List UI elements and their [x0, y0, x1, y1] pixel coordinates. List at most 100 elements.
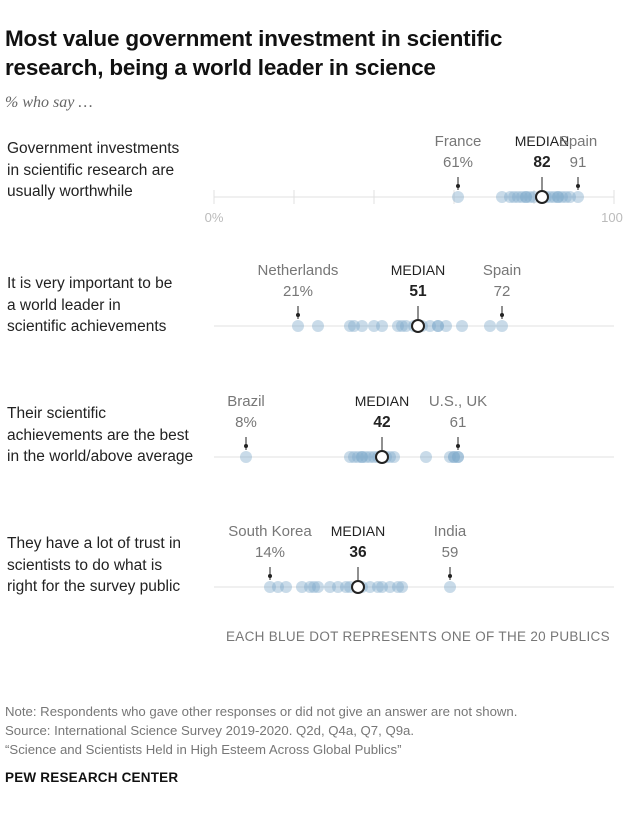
row-label-line: They have a lot of trust in: [7, 535, 182, 552]
series-row-3: [214, 451, 614, 463]
row-label-line: scientific achievements: [7, 318, 167, 335]
country-dot: [312, 581, 324, 593]
country-dot: [504, 191, 516, 203]
median-dot: [535, 190, 549, 204]
country-dot: [356, 451, 368, 463]
callout-name-label: U.S., UK: [429, 393, 487, 410]
country-dot: [452, 451, 464, 463]
callout-marker: [500, 313, 504, 317]
country-dot: [280, 581, 292, 593]
country-dot: [552, 191, 564, 203]
footnote: Note: Respondents who gave other respons…: [5, 702, 517, 759]
row-label-2: It is very important to be a world leade…: [7, 273, 222, 338]
median-dot: [375, 450, 389, 464]
median-dot: [411, 319, 425, 333]
callout-marker: [456, 184, 460, 188]
country-dot: [376, 320, 388, 332]
country-dot: [340, 581, 352, 593]
country-dot: [240, 451, 252, 463]
row-label-line: a world leader in: [7, 296, 121, 314]
country-dot: [360, 451, 372, 463]
callout-value-label: 72: [494, 283, 511, 300]
country-dot: [296, 581, 308, 593]
country-dot: [552, 191, 564, 203]
country-dot: [508, 191, 520, 203]
callout-name-label: India: [434, 523, 467, 540]
median-value-label: 82: [533, 154, 550, 171]
country-dot: [344, 451, 356, 463]
country-dot: [364, 581, 376, 593]
chart-title-line-1: Most value government investment in scie…: [5, 26, 503, 51]
country-dot: [512, 191, 524, 203]
row-label-line: achievements are the best: [7, 426, 189, 444]
row-label-4: They have a lot of trust in scientists t…: [7, 533, 222, 598]
country-dot: [388, 451, 400, 463]
row-label-line: usually worthwhile: [7, 183, 133, 200]
row-label-line: right for the survey public: [7, 578, 181, 595]
callout-value-label: 59: [442, 544, 459, 561]
median-dot: [351, 580, 365, 594]
country-dot: [432, 320, 444, 332]
country-dot: [324, 581, 336, 593]
callout-name-label: France: [435, 133, 482, 150]
source-line: Source: International Science Survey 201…: [5, 723, 415, 738]
row-label-line: Government investments: [7, 140, 180, 157]
country-dot: [392, 320, 404, 332]
country-dot: [520, 191, 532, 203]
country-dot: [452, 451, 464, 463]
row-label-1: Government investments in scientific res…: [7, 138, 222, 203]
callout-value-label: 61%: [443, 154, 473, 171]
chart-title-line-2: research, being a world leader in scienc…: [5, 55, 436, 80]
pew-research-center-logo: PEW RESEARCH CENTER: [5, 770, 179, 785]
callout-value-label: 61: [450, 414, 467, 431]
country-dot: [272, 581, 284, 593]
note-line: Note: Respondents who gave other respons…: [5, 704, 518, 719]
median-label: MEDIAN: [391, 262, 445, 278]
callout-name-label: Spain: [559, 133, 597, 150]
callout-marker: [576, 184, 580, 188]
series-row-4: [214, 581, 614, 593]
country-dot: [448, 451, 460, 463]
median-label: MEDIAN: [355, 393, 409, 409]
country-dot: [484, 320, 496, 332]
country-dot: [496, 320, 508, 332]
callout-marker: [296, 313, 300, 317]
country-dot: [304, 581, 316, 593]
country-dot: [424, 320, 436, 332]
axis-max-label: 100: [601, 210, 623, 225]
callout-value-label: 21%: [283, 283, 313, 300]
country-dot: [348, 320, 360, 332]
country-dot: [448, 451, 460, 463]
country-dot: [344, 320, 356, 332]
callout-name-label: Brazil: [227, 393, 265, 410]
row-label-line: It is very important to be: [7, 275, 173, 292]
series-row-2: [214, 320, 614, 332]
callout-name-label: Spain: [483, 262, 521, 279]
country-dot: [376, 581, 388, 593]
country-dot: [420, 451, 432, 463]
callout-marker: [244, 444, 248, 448]
country-dot: [560, 191, 572, 203]
country-dot: [332, 581, 344, 593]
country-dot: [392, 581, 404, 593]
callout-value-label: 8%: [235, 414, 257, 431]
country-dot: [364, 451, 376, 463]
country-dot: [396, 581, 408, 593]
median-value-label: 51: [409, 283, 427, 300]
country-dot: [372, 581, 384, 593]
country-dot: [400, 320, 412, 332]
callout-marker: [448, 574, 452, 578]
median-label: MEDIAN: [331, 523, 385, 539]
median-value-label: 42: [373, 414, 390, 431]
callout-marker: [456, 444, 460, 448]
callout-value-label: 91: [570, 154, 587, 171]
callout-name-label: South Korea: [228, 523, 312, 540]
country-dot: [572, 191, 584, 203]
country-dot: [356, 451, 368, 463]
country-dot: [368, 320, 380, 332]
country-dot: [444, 451, 456, 463]
chart-title: Most value government investment in scie…: [5, 24, 625, 82]
callout-marker: [268, 574, 272, 578]
country-dot: [264, 581, 276, 593]
